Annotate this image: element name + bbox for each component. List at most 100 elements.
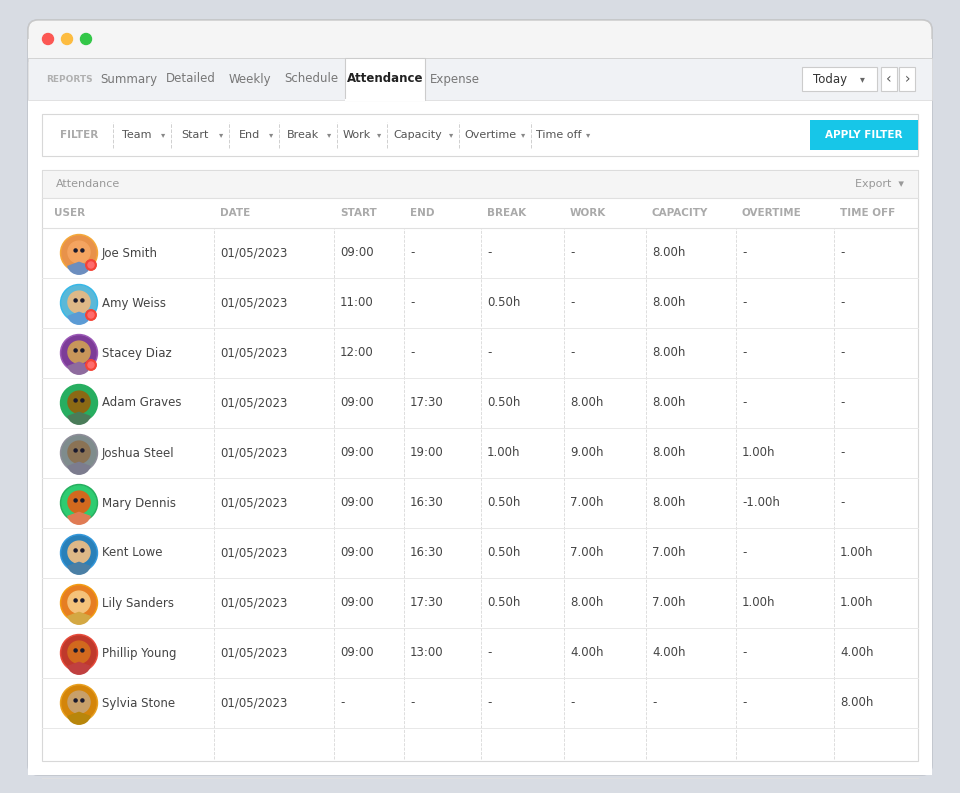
Circle shape [60,634,98,672]
FancyBboxPatch shape [28,20,932,58]
Wedge shape [68,662,90,674]
Text: ‹: ‹ [886,72,892,86]
FancyBboxPatch shape [28,39,932,58]
Text: 7.00h: 7.00h [652,596,685,610]
Circle shape [60,335,98,371]
Text: Sylvia Stone: Sylvia Stone [102,696,175,710]
Text: -1.00h: -1.00h [742,496,780,509]
Circle shape [62,336,96,370]
Text: END: END [410,208,435,218]
Text: Overtime: Overtime [464,130,516,140]
Wedge shape [68,712,90,724]
Text: -: - [487,247,492,259]
Text: Adam Graves: Adam Graves [102,396,181,409]
Text: ▾: ▾ [326,131,331,140]
Text: -: - [340,696,345,710]
Text: Weekly: Weekly [228,72,271,86]
Text: 9.00h: 9.00h [570,446,604,459]
Text: 8.00h: 8.00h [652,446,685,459]
Text: End: End [238,130,259,140]
Text: ▾: ▾ [219,131,223,140]
Circle shape [60,485,98,522]
Circle shape [62,436,96,470]
Text: 01/05/2023: 01/05/2023 [220,247,287,259]
Text: 09:00: 09:00 [340,546,373,560]
Circle shape [42,33,54,44]
FancyBboxPatch shape [810,120,918,150]
Text: DATE: DATE [220,208,251,218]
Text: 7.00h: 7.00h [570,546,604,560]
Text: 4.00h: 4.00h [570,646,604,660]
Circle shape [81,33,91,44]
Text: 1.00h: 1.00h [742,446,776,459]
Circle shape [62,636,96,670]
FancyBboxPatch shape [28,62,932,775]
Text: Capacity: Capacity [394,130,443,140]
Text: -: - [840,297,845,309]
FancyBboxPatch shape [345,58,425,100]
Circle shape [60,235,98,271]
Circle shape [74,299,77,302]
Circle shape [81,549,84,552]
Text: 0.50h: 0.50h [487,396,520,409]
Text: 01/05/2023: 01/05/2023 [220,696,287,710]
Text: -: - [742,297,746,309]
Circle shape [74,349,77,352]
Circle shape [62,586,96,620]
FancyBboxPatch shape [899,67,915,91]
Text: ▾: ▾ [161,131,165,140]
Circle shape [68,541,90,563]
Circle shape [86,310,96,320]
Text: Expense: Expense [430,72,480,86]
Circle shape [81,499,84,502]
Text: 8.00h: 8.00h [840,696,874,710]
Text: ▾: ▾ [449,131,453,140]
Text: 7.00h: 7.00h [570,496,604,509]
Text: -: - [742,696,746,710]
Text: -: - [742,247,746,259]
Text: -: - [570,297,574,309]
Text: Amy Weiss: Amy Weiss [102,297,166,309]
Text: 09:00: 09:00 [340,247,373,259]
Circle shape [68,241,90,263]
Text: 19:00: 19:00 [410,446,444,459]
Text: 01/05/2023: 01/05/2023 [220,347,287,359]
Circle shape [62,486,96,520]
Text: 09:00: 09:00 [340,596,373,610]
Circle shape [68,441,90,463]
Text: Export  ▾: Export ▾ [855,179,904,189]
Text: Kent Lowe: Kent Lowe [102,546,162,560]
Text: BREAK: BREAK [487,208,526,218]
Text: -: - [742,347,746,359]
Text: Today: Today [813,72,847,86]
Text: 1.00h: 1.00h [840,546,874,560]
Circle shape [62,236,96,270]
Circle shape [81,699,84,702]
Circle shape [88,362,94,368]
Circle shape [88,312,94,318]
Text: -: - [410,347,415,359]
Text: Detailed: Detailed [166,72,216,86]
Text: -: - [410,696,415,710]
Text: 01/05/2023: 01/05/2023 [220,596,287,610]
Text: 0.50h: 0.50h [487,496,520,509]
Wedge shape [68,462,90,474]
Text: Attendance: Attendance [56,179,120,189]
Text: 8.00h: 8.00h [570,596,604,610]
Text: 01/05/2023: 01/05/2023 [220,396,287,409]
Circle shape [68,691,90,713]
FancyBboxPatch shape [42,114,918,156]
Text: -: - [840,446,845,459]
Text: START: START [340,208,376,218]
Text: -: - [840,496,845,509]
Text: 09:00: 09:00 [340,396,373,409]
Text: 17:30: 17:30 [410,396,444,409]
Circle shape [74,549,77,552]
Text: 01/05/2023: 01/05/2023 [220,297,287,309]
Circle shape [74,699,77,702]
Circle shape [81,599,84,602]
Wedge shape [68,262,90,274]
Circle shape [81,299,84,302]
Text: ▾: ▾ [521,131,525,140]
Wedge shape [68,412,90,424]
